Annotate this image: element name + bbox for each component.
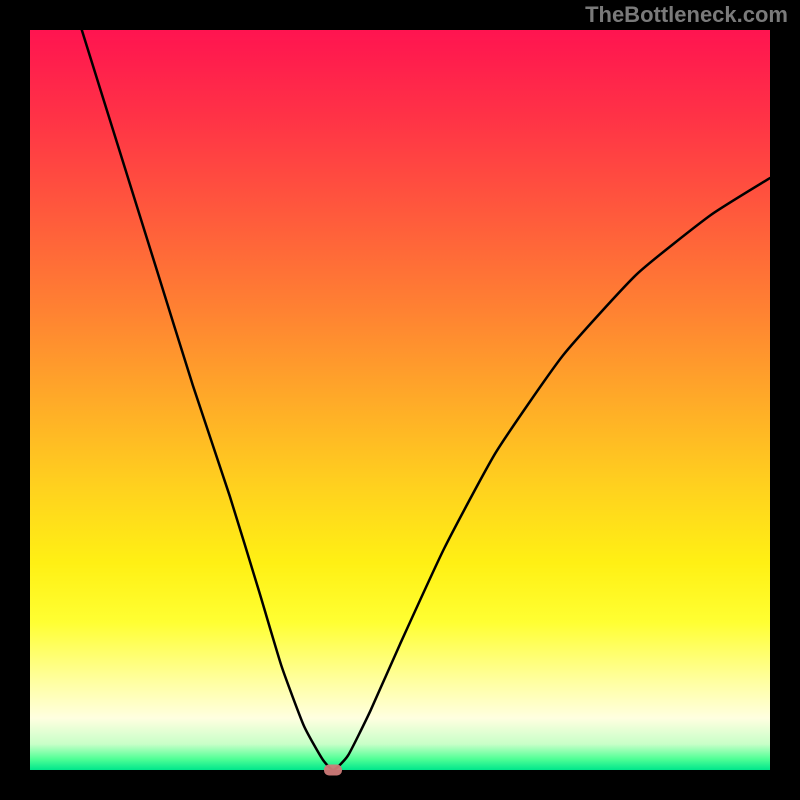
watermark-text: TheBottleneck.com — [585, 2, 788, 28]
minimum-marker — [324, 765, 342, 776]
plot-area — [30, 30, 770, 770]
gradient-background — [30, 30, 770, 770]
chart-container: TheBottleneck.com — [0, 0, 800, 800]
